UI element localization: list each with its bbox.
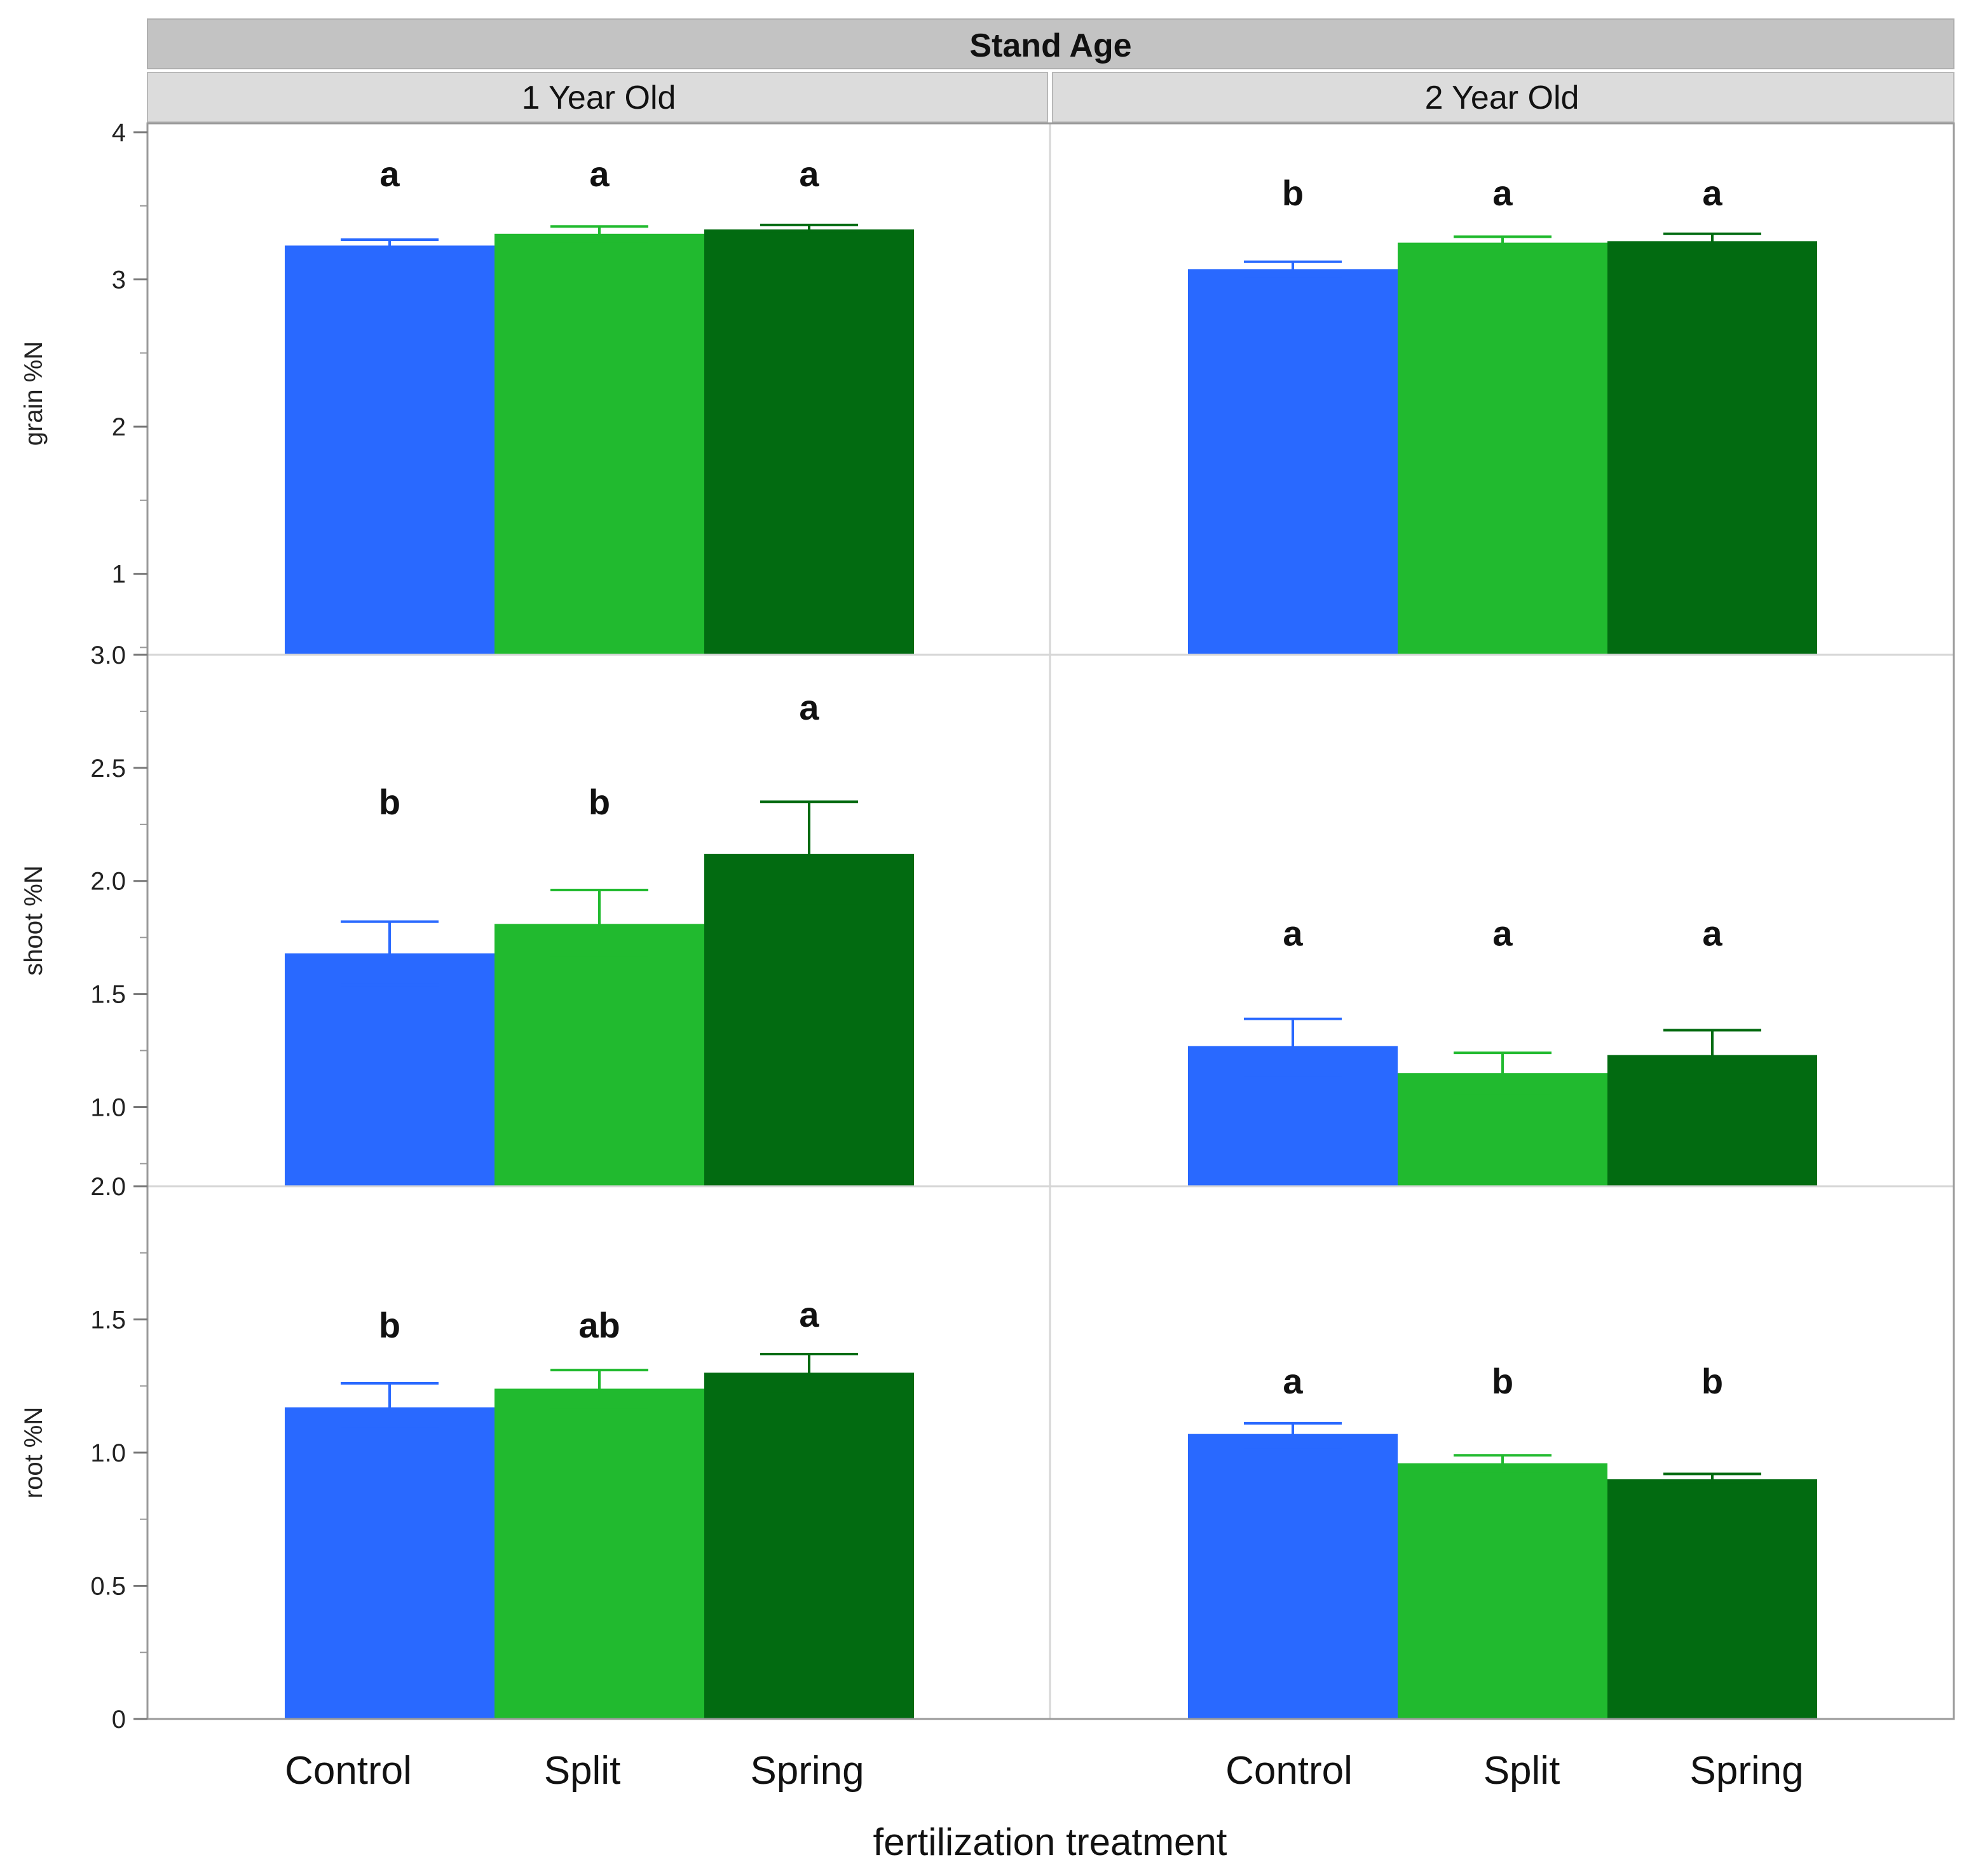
significance-letter-r0-c1-0: b bbox=[1282, 173, 1304, 213]
strip-2 bbox=[1052, 72, 1954, 123]
significance-letter-r0-c0-0: a bbox=[379, 154, 400, 194]
group-title: Stand Age bbox=[969, 27, 1131, 64]
x-axis-title: fertilization treatment bbox=[873, 1821, 1227, 1863]
x-category-label-2-control: Control bbox=[1225, 1749, 1353, 1793]
strip-1 bbox=[147, 72, 1048, 123]
bar-r2-c0-split bbox=[494, 1388, 704, 1719]
bar-r1-c0-split bbox=[494, 924, 704, 1186]
significance-letter-r0-c1-1: a bbox=[1492, 173, 1513, 213]
bar-r0-c0-control bbox=[285, 245, 494, 655]
bar-r0-c0-split bbox=[494, 233, 704, 655]
bar-r0-c1-spring bbox=[1607, 241, 1817, 655]
strip-main bbox=[147, 18, 1954, 69]
significance-letter-r0-c1-2: a bbox=[1702, 173, 1722, 213]
significance-letter-r1-c0-2: a bbox=[799, 687, 819, 727]
y-axis-title-2: root %N bbox=[20, 1407, 48, 1499]
y-tick-label-0-1: 2 bbox=[112, 413, 126, 441]
plot-frame bbox=[146, 122, 1955, 1720]
significance-letter-r0-c0-1: a bbox=[589, 154, 610, 194]
y-axis-title-1: shoot %N bbox=[20, 865, 48, 975]
x-category-label-2-split: Split bbox=[1483, 1749, 1560, 1793]
y-tick-label-0-0: 1 bbox=[112, 561, 126, 589]
bar-r0-c1-control bbox=[1188, 269, 1398, 655]
bar-r2-c1-control bbox=[1188, 1434, 1398, 1719]
significance-letter-r1-c1-1: a bbox=[1492, 914, 1513, 954]
y-tick-label-2-0: 0 bbox=[112, 1706, 126, 1734]
y-tick-label-1-3: 2.5 bbox=[90, 755, 126, 783]
x-category-label-1-control: Control bbox=[285, 1749, 412, 1793]
significance-letter-r2-c0-1: ab bbox=[578, 1305, 620, 1345]
y-tick-label-2-2: 1.0 bbox=[90, 1439, 126, 1467]
significance-letter-r1-c0-0: b bbox=[379, 782, 400, 822]
y-axis-title-0: grain %N bbox=[20, 341, 48, 446]
column-label-1: 1 Year Old bbox=[522, 79, 676, 116]
y-tick-label-0-3: 4 bbox=[112, 119, 126, 147]
significance-letter-r1-c1-2: a bbox=[1702, 914, 1722, 954]
y-tick-label-1-4: 3.0 bbox=[90, 641, 126, 669]
y-tick-label-2-1: 0.5 bbox=[90, 1573, 126, 1601]
x-category-label-2-spring: Spring bbox=[1689, 1749, 1803, 1793]
y-tick-label-2-4: 2.0 bbox=[90, 1173, 126, 1201]
significance-letter-r0-c0-2: a bbox=[799, 154, 819, 194]
significance-letter-r2-c1-0: a bbox=[1283, 1361, 1303, 1401]
significance-letter-r2-c0-0: b bbox=[379, 1305, 400, 1345]
bar-r1-c0-spring bbox=[704, 854, 914, 1186]
y-tick-label-1-0: 1.0 bbox=[90, 1093, 126, 1121]
bar-r2-c0-control bbox=[285, 1407, 494, 1719]
significance-letter-r2-c1-2: b bbox=[1702, 1361, 1723, 1401]
y-tick-label-2-3: 1.5 bbox=[90, 1306, 126, 1334]
significance-letter-r1-c1-0: a bbox=[1283, 914, 1303, 954]
bar-r2-c1-spring bbox=[1607, 1479, 1817, 1719]
x-category-label-1-split: Split bbox=[544, 1749, 621, 1793]
bar-r2-c1-split bbox=[1398, 1463, 1607, 1719]
column-label-2: 2 Year Old bbox=[1425, 79, 1579, 116]
y-tick-label-1-1: 1.5 bbox=[90, 981, 126, 1009]
x-category-label-1-spring: Spring bbox=[750, 1749, 864, 1793]
bar-r0-c0-spring bbox=[704, 229, 914, 655]
bar-r0-c1-split bbox=[1398, 242, 1607, 655]
significance-letter-r1-c0-1: b bbox=[589, 782, 610, 822]
significance-letter-r2-c1-1: b bbox=[1492, 1361, 1513, 1401]
y-tick-label-1-2: 2.0 bbox=[90, 868, 126, 896]
y-tick-label-0-2: 3 bbox=[112, 266, 126, 294]
bar-r1-c0-control bbox=[285, 953, 494, 1186]
significance-letter-r2-c0-2: a bbox=[799, 1294, 819, 1334]
bar-r2-c0-spring bbox=[704, 1373, 914, 1719]
